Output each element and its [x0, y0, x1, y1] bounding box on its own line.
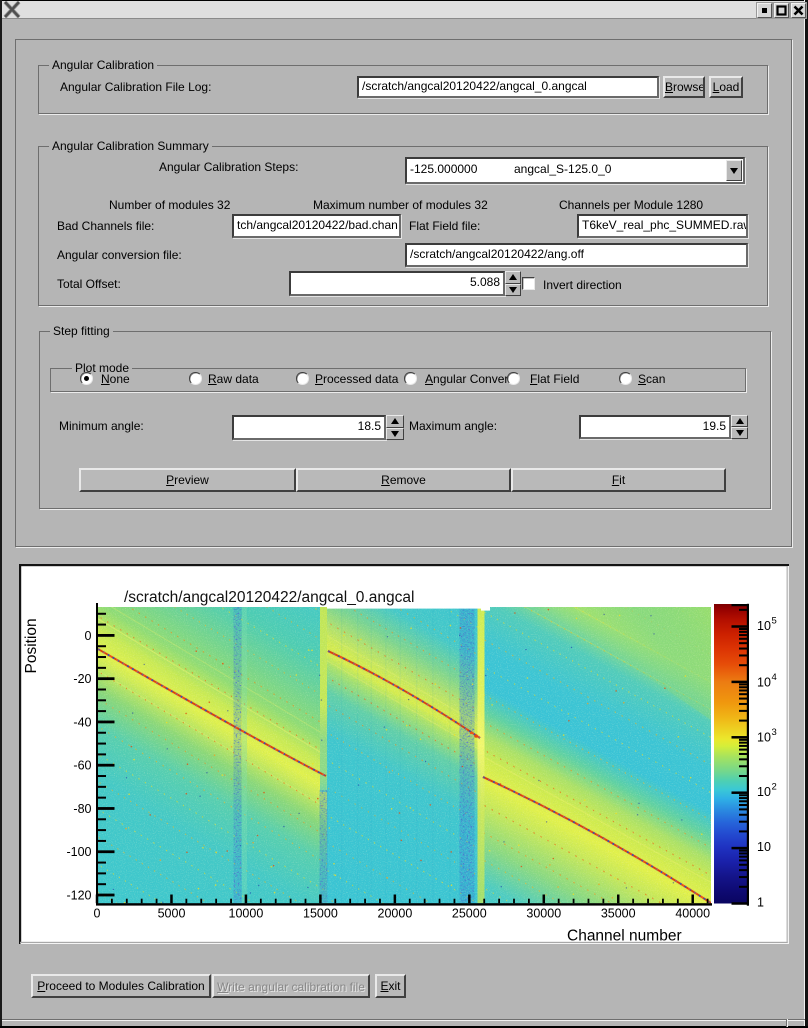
svg-text:-20: -20: [73, 672, 91, 686]
svg-text:4: 4: [772, 672, 777, 683]
svg-text:-120: -120: [66, 889, 91, 903]
svg-text:/scratch/angcal20120422/angcal: /scratch/angcal20120422/angcal_0.angcal: [124, 589, 414, 606]
svg-text:10000: 10000: [229, 907, 264, 921]
svg-text:Channel number: Channel number: [567, 928, 682, 945]
svg-text:-80: -80: [73, 802, 91, 816]
svg-text:-60: -60: [73, 759, 91, 773]
svg-text:30000: 30000: [526, 907, 561, 921]
svg-text:0: 0: [94, 907, 101, 921]
svg-text:10: 10: [757, 785, 771, 799]
svg-text:Position: Position: [23, 618, 40, 673]
svg-text:25000: 25000: [452, 907, 487, 921]
svg-text:15000: 15000: [303, 907, 338, 921]
svg-text:-40: -40: [73, 715, 91, 729]
svg-text:35000: 35000: [601, 907, 636, 921]
svg-text:40000: 40000: [675, 907, 710, 921]
svg-text:10: 10: [757, 731, 771, 745]
svg-text:5000: 5000: [158, 907, 186, 921]
svg-text:2: 2: [772, 782, 777, 793]
svg-text:-100: -100: [66, 845, 91, 859]
svg-text:0: 0: [85, 629, 92, 643]
svg-text:10: 10: [757, 840, 771, 854]
svg-text:3: 3: [772, 727, 777, 738]
svg-text:1: 1: [757, 896, 764, 910]
svg-text:5: 5: [772, 616, 777, 627]
svg-text:10: 10: [757, 619, 771, 633]
svg-text:10: 10: [757, 676, 771, 690]
svg-text:20000: 20000: [378, 907, 413, 921]
